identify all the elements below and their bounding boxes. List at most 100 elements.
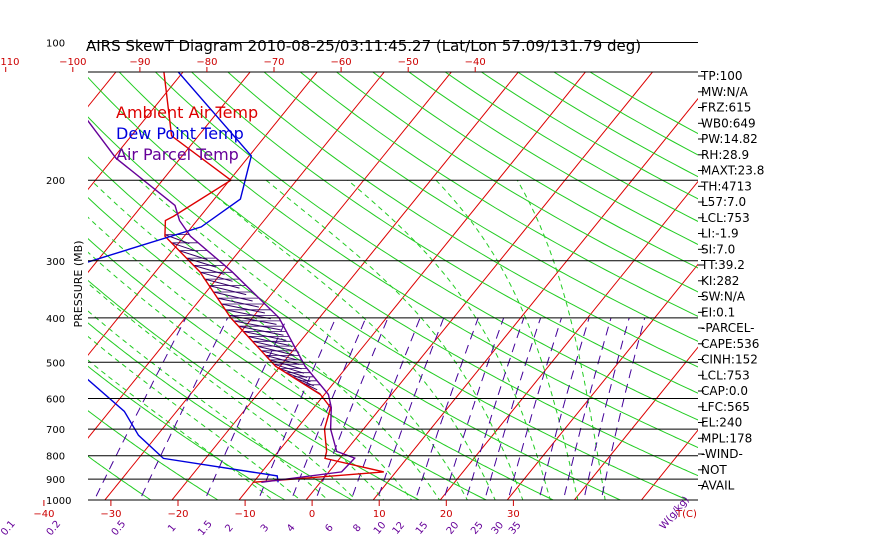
index-value: MAXT:23.8 [701, 164, 764, 178]
mixing-ratio-line [465, 317, 525, 500]
cape-hatch-line [265, 354, 300, 365]
moist-adiabat-line [88, 359, 274, 500]
mixing-ratio-line [600, 317, 646, 500]
mixing-ratio-label: 12 [391, 520, 408, 537]
dry-adiabat-line [88, 365, 286, 500]
cape-hatch-line [213, 291, 253, 302]
pressure-tick-label: 500 [46, 358, 65, 369]
index-value: LI:-1.9 [701, 227, 739, 241]
pressure-tick-label: 600 [46, 395, 65, 406]
dry-adiabat-line [154, 72, 698, 421]
mixing-ratio-label: 8 [351, 522, 364, 534]
index-value: NOT [701, 463, 727, 477]
isotherm-line [506, 263, 698, 500]
index-value: TH:4713 [700, 179, 752, 193]
mixing-ratio-line [290, 317, 367, 500]
mixing-ratio-label: 1 [166, 522, 179, 534]
bottom-temp-label: 20 [440, 509, 453, 520]
cape-hatch-line [247, 335, 290, 346]
dry-adiabat-line [516, 72, 698, 178]
cape-hatch-line [279, 368, 308, 378]
dry-adiabat-line [88, 156, 622, 500]
mixing-ratio-label: 25 [469, 520, 486, 537]
isotherm-line [372, 97, 698, 500]
mixing-ratio-line [376, 317, 445, 500]
isotherm-line [88, 72, 117, 108]
pressure-tick-label: 1000 [46, 496, 71, 507]
dry-adiabat-line [88, 455, 152, 500]
chart-title: AIRS SkewT Diagram 2010-08-25/03:11:45.2… [86, 37, 641, 55]
pressure-tick-label: 300 [46, 257, 65, 268]
mixing-ratio-line [484, 317, 542, 500]
top-temp-label: −70 [263, 57, 284, 68]
cape-hatch-line [256, 345, 295, 356]
pressure-tick-label: 800 [46, 452, 65, 463]
cape-hatch-line [208, 285, 247, 296]
dry-adiabat-line [88, 279, 421, 500]
index-value: RH:28.9 [701, 148, 749, 162]
index-value: PW:14.82 [701, 132, 758, 146]
top-temp-label: −90 [129, 57, 150, 68]
dry-adiabat-line [88, 238, 488, 500]
index-value: SW:N/A [701, 290, 746, 304]
cape-hatch-line [243, 330, 287, 341]
pressure-tick-label: 400 [46, 314, 65, 325]
mixing-ratio-label: 0.1 [0, 519, 18, 538]
isotherm-line [768, 22, 870, 510]
cape-hatch-line [261, 350, 297, 361]
index-value: MW:N/A [701, 85, 749, 99]
cape-hatch-line [238, 325, 284, 336]
index-value: LFC:565 [701, 400, 750, 414]
isotherm-line [104, 72, 452, 500]
moist-adiabat-line [88, 216, 413, 500]
pressure-tick-label: 100 [46, 39, 65, 50]
cape-hatch-line [225, 309, 271, 320]
moist-adiabat-line [265, 179, 524, 500]
index-value: KI:282 [701, 274, 739, 288]
cape-hatch-line [193, 264, 225, 275]
bottom-temp-label: 10 [373, 509, 386, 520]
pressure-tick-label: 900 [46, 475, 65, 486]
legend-entry: Air Parcel Temp [116, 145, 239, 164]
moist-adiabat-line [196, 179, 496, 500]
mixing-ratio-label: 15 [414, 520, 431, 537]
dry-adiabat-line [88, 196, 555, 500]
cape-hatch-line [204, 278, 240, 289]
cape-hatch-line [186, 257, 217, 268]
pressure-tick-label: 200 [46, 176, 65, 187]
dry-adiabat-line [335, 72, 698, 293]
pressure-tick-label: 700 [46, 425, 65, 436]
mixing-ratio-line [443, 317, 505, 500]
bottom-temp-label: −10 [235, 509, 256, 520]
dry-adiabat-line [190, 72, 698, 394]
cape-hatch-line [217, 297, 260, 308]
dry-adiabat-line [227, 72, 698, 368]
index-value: MPL:178 [701, 431, 752, 445]
y-axis-label: PRESSURE (MB) [72, 241, 85, 328]
index-value: CINH:152 [701, 353, 758, 367]
index-value: L57:7.0 [701, 195, 746, 209]
top-temp-label: −110 [0, 57, 19, 68]
dry-adiabat-line [263, 72, 698, 342]
mixing-ratio-label: 0.2 [45, 519, 64, 538]
cape-hatch-line [221, 303, 266, 314]
isotherm-line [439, 180, 698, 500]
dry-adiabat-line [0, 32, 30, 509]
moist-adiabat-line [347, 179, 551, 500]
moist-adiabat-line [516, 179, 606, 500]
moist-adiabat-line [88, 282, 357, 500]
dew-point-temp-line [88, 72, 279, 483]
dry-adiabat-line [371, 72, 698, 269]
index-value: CAPE:536 [701, 337, 759, 351]
dry-adiabat-line [88, 116, 689, 500]
dry-adiabat-line [553, 72, 698, 156]
mixing-ratio-label: 30 [490, 520, 507, 537]
dry-adiabat-line [299, 72, 698, 317]
cape-hatch-line [200, 271, 233, 282]
top-temp-label: −40 [465, 57, 486, 68]
moist-adiabat-line [88, 251, 385, 500]
isotherm-line [88, 72, 184, 191]
mixing-ratio-line [204, 317, 288, 500]
index-value: TP:100 [700, 69, 743, 83]
